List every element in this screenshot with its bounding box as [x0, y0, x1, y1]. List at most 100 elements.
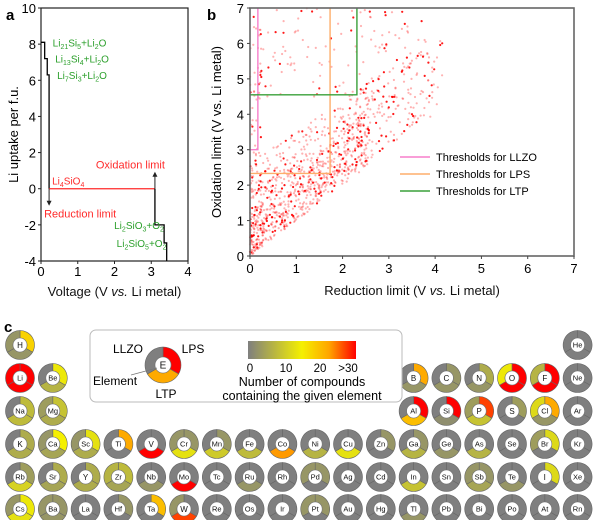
element-center — [78, 469, 93, 485]
scatter-point — [309, 159, 312, 162]
scatter-point — [299, 183, 303, 186]
scatter-point — [389, 130, 392, 133]
scatter-point — [347, 140, 350, 143]
element-donut-Rh: Rh — [267, 462, 298, 492]
scatter-point — [287, 200, 290, 203]
scatter-point — [256, 238, 259, 241]
scatter-point — [293, 219, 296, 222]
scatter-point — [332, 140, 335, 143]
scatter-point — [273, 169, 276, 172]
element-center — [439, 436, 454, 452]
scatter-point — [286, 169, 289, 172]
scatter-point — [287, 195, 290, 198]
scatter-point — [282, 214, 286, 217]
scatter-point — [340, 117, 343, 120]
element-symbol: Ti — [115, 440, 121, 449]
scatter-point — [352, 122, 355, 125]
scatter-point — [270, 223, 273, 226]
element-donut-C: C — [431, 363, 462, 393]
scatter-point — [331, 183, 334, 186]
scatter-point — [343, 150, 346, 153]
scatter-point — [313, 95, 316, 98]
element-center — [111, 436, 126, 452]
scatter-point — [371, 140, 374, 143]
scatter-point — [274, 190, 277, 193]
scatter-point — [254, 188, 257, 191]
scatter-point — [251, 241, 254, 244]
element-symbol: Tc — [213, 473, 221, 482]
scatter-point — [268, 163, 272, 166]
scatter-point — [341, 182, 344, 185]
scatter-point — [253, 249, 256, 252]
scatter-point — [259, 62, 262, 65]
scatter-point — [296, 180, 299, 184]
element-center — [537, 403, 553, 419]
scatter-point — [303, 148, 306, 151]
scatter-point — [419, 92, 422, 96]
phase-annotation: Li13​Si4​+Li2​O — [55, 55, 109, 68]
scatter-point — [281, 214, 284, 217]
scatter-point — [283, 219, 286, 222]
scatter-point — [342, 81, 345, 84]
scatter-point — [359, 24, 363, 28]
scatter-point — [392, 112, 395, 116]
scatter-point — [260, 210, 263, 213]
scatter-point — [258, 200, 261, 203]
scatter-point — [388, 70, 391, 73]
scatter-point — [318, 160, 321, 163]
scatter-point — [360, 144, 363, 147]
element-symbol: E — [160, 361, 167, 372]
element-symbol: Ta — [147, 505, 156, 514]
scatter-point — [387, 140, 390, 143]
scatter-point — [387, 106, 390, 109]
scatter-point — [285, 224, 288, 228]
scatter-point — [343, 133, 346, 136]
scatter-point — [291, 156, 294, 159]
element-center — [45, 469, 61, 485]
scatter-point — [364, 143, 367, 146]
scatter-point — [300, 183, 303, 186]
scatter-point — [266, 180, 269, 183]
scatter-point — [358, 159, 361, 162]
scatter-point — [283, 218, 287, 221]
scatter-point — [309, 128, 312, 131]
scatter-point — [337, 22, 340, 25]
scatter-point — [255, 191, 258, 195]
scatter-point — [283, 220, 286, 223]
element-donut-Sb: Sb — [464, 462, 494, 492]
scatter-point — [301, 202, 304, 205]
scatter-point — [257, 216, 260, 219]
scatter-point — [346, 152, 349, 155]
scatter-point — [254, 246, 257, 249]
scatter-point — [365, 159, 368, 162]
scatter-point — [297, 130, 300, 133]
scatter-point — [369, 16, 372, 19]
element-symbol: Au — [343, 505, 352, 514]
scatter-point — [338, 120, 341, 123]
scatter-point — [313, 187, 316, 190]
scatter-point — [287, 196, 290, 199]
scatter-point — [387, 116, 390, 119]
element-symbol: Sn — [442, 473, 451, 482]
element-center — [504, 501, 520, 517]
element-center — [504, 469, 520, 485]
scatter-point — [259, 73, 262, 77]
scatter-point — [270, 202, 273, 206]
scatter-point — [279, 190, 282, 193]
element-center — [471, 436, 487, 452]
scatter-point — [304, 207, 307, 210]
element-donut-He: He — [562, 330, 593, 360]
scatter-point — [259, 126, 262, 129]
scatter-point — [348, 107, 351, 110]
scatter-point — [279, 223, 282, 226]
scatter-point — [260, 205, 263, 208]
colorbar-title-line2: containing the given element — [222, 389, 382, 403]
scatter-point — [405, 56, 408, 59]
x-tick-label: 1 — [293, 261, 300, 276]
scatter-point — [269, 204, 272, 207]
scatter-point — [261, 229, 265, 232]
scatter-point — [253, 249, 256, 252]
scatter-point — [312, 198, 315, 201]
threshold-line-llzo — [250, 8, 259, 151]
element-center — [439, 501, 454, 517]
